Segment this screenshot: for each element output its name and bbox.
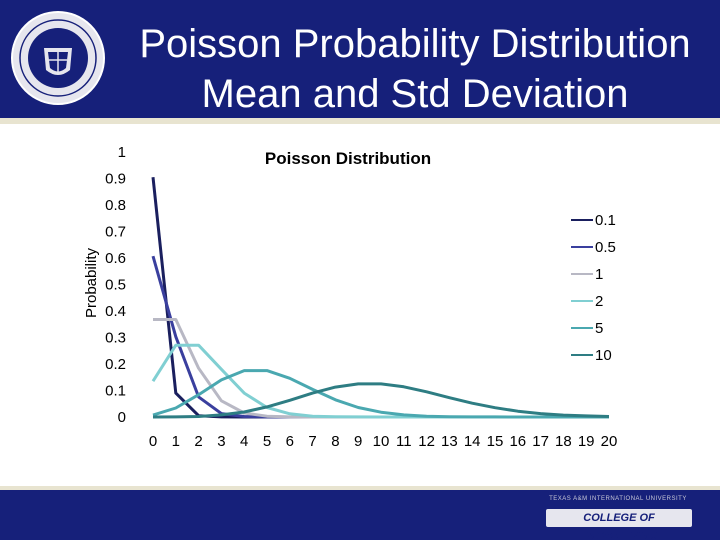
university-seal-icon [11, 11, 105, 105]
x-tick-label: 2 [194, 433, 202, 450]
series-lines [151, 177, 610, 419]
y-tick-label: 0.6 [105, 250, 126, 267]
y-tick-label: 0.8 [105, 197, 126, 214]
x-tick-label: 0 [149, 433, 157, 450]
y-tick-label: 0.4 [105, 303, 126, 320]
footer-logo: COLLEGE OF ENGINEERING [546, 509, 692, 542]
y-axis-label: Probability [83, 247, 100, 318]
legend: 0.1 0.5 1 2 5 10 [571, 212, 616, 364]
x-tick-label: 5 [263, 433, 271, 450]
legend-label: 5 [595, 320, 603, 337]
legend-label: 0.5 [595, 239, 616, 256]
y-tick-label: 0.5 [105, 277, 126, 294]
slide-title-line-2: Mean and Std Deviation [201, 72, 629, 116]
x-tick-label: 14 [464, 433, 481, 450]
x-tick-label: 12 [418, 433, 435, 450]
y-tick-label: 0.9 [105, 171, 126, 188]
x-tick-label: 11 [396, 433, 412, 450]
x-tick-label: 17 [532, 433, 549, 450]
x-tick-label: 18 [555, 433, 572, 450]
series-line-5 [152, 369, 609, 419]
x-tick-label: 10 [373, 433, 390, 450]
x-tick-label: 7 [308, 433, 316, 450]
x-tick-label: 9 [354, 433, 362, 450]
x-tick-label: 1 [172, 433, 180, 450]
legend-label: 2 [595, 293, 603, 310]
poisson-chart: Poisson Distribution Probability 0 0.1 0.2… [83, 144, 618, 450]
y-tick-label: 0.2 [105, 356, 126, 373]
footer-stripe [0, 486, 720, 490]
footer-university-text: TEXAS A&M INTERNATIONAL UNIVERSITY [549, 496, 687, 502]
x-tick-label: 19 [578, 433, 595, 450]
x-axis-ticks: 0 1 2 3 4 5 6 7 8 9 10 11 12 13 14 15 16 17 18 19 20 [149, 433, 618, 450]
y-tick-label: 0 [118, 409, 126, 426]
y-tick-label: 0.3 [105, 330, 126, 347]
x-tick-label: 20 [601, 433, 618, 450]
legend-label: 0.1 [595, 212, 616, 229]
legend-label: 1 [595, 266, 603, 283]
y-tick-label: 0.1 [105, 383, 126, 400]
x-tick-label: 6 [286, 433, 294, 450]
chart-title: Poisson Distribution [265, 149, 431, 168]
x-tick-label: 3 [217, 433, 225, 450]
x-tick-label: 13 [441, 433, 458, 450]
x-tick-label: 15 [487, 433, 504, 450]
header-bar [0, 0, 720, 120]
y-tick-label: 0.7 [105, 224, 126, 241]
legend-label: 10 [595, 347, 612, 364]
series-line-0-5 [151, 255, 609, 419]
series-line-10 [152, 382, 610, 419]
y-tick-label: 1 [118, 144, 126, 161]
x-tick-label: 8 [331, 433, 339, 450]
header-stripe [0, 118, 720, 124]
y-axis-ticks: 0 0.1 0.2 0.3 0.4 0.5 0.6 0.7 0.8 0.9 1 [105, 144, 126, 426]
x-tick-label: 4 [240, 433, 248, 450]
x-tick-label: 16 [509, 433, 526, 450]
slide-title-line-1: Poisson Probability Distribution [139, 22, 691, 66]
